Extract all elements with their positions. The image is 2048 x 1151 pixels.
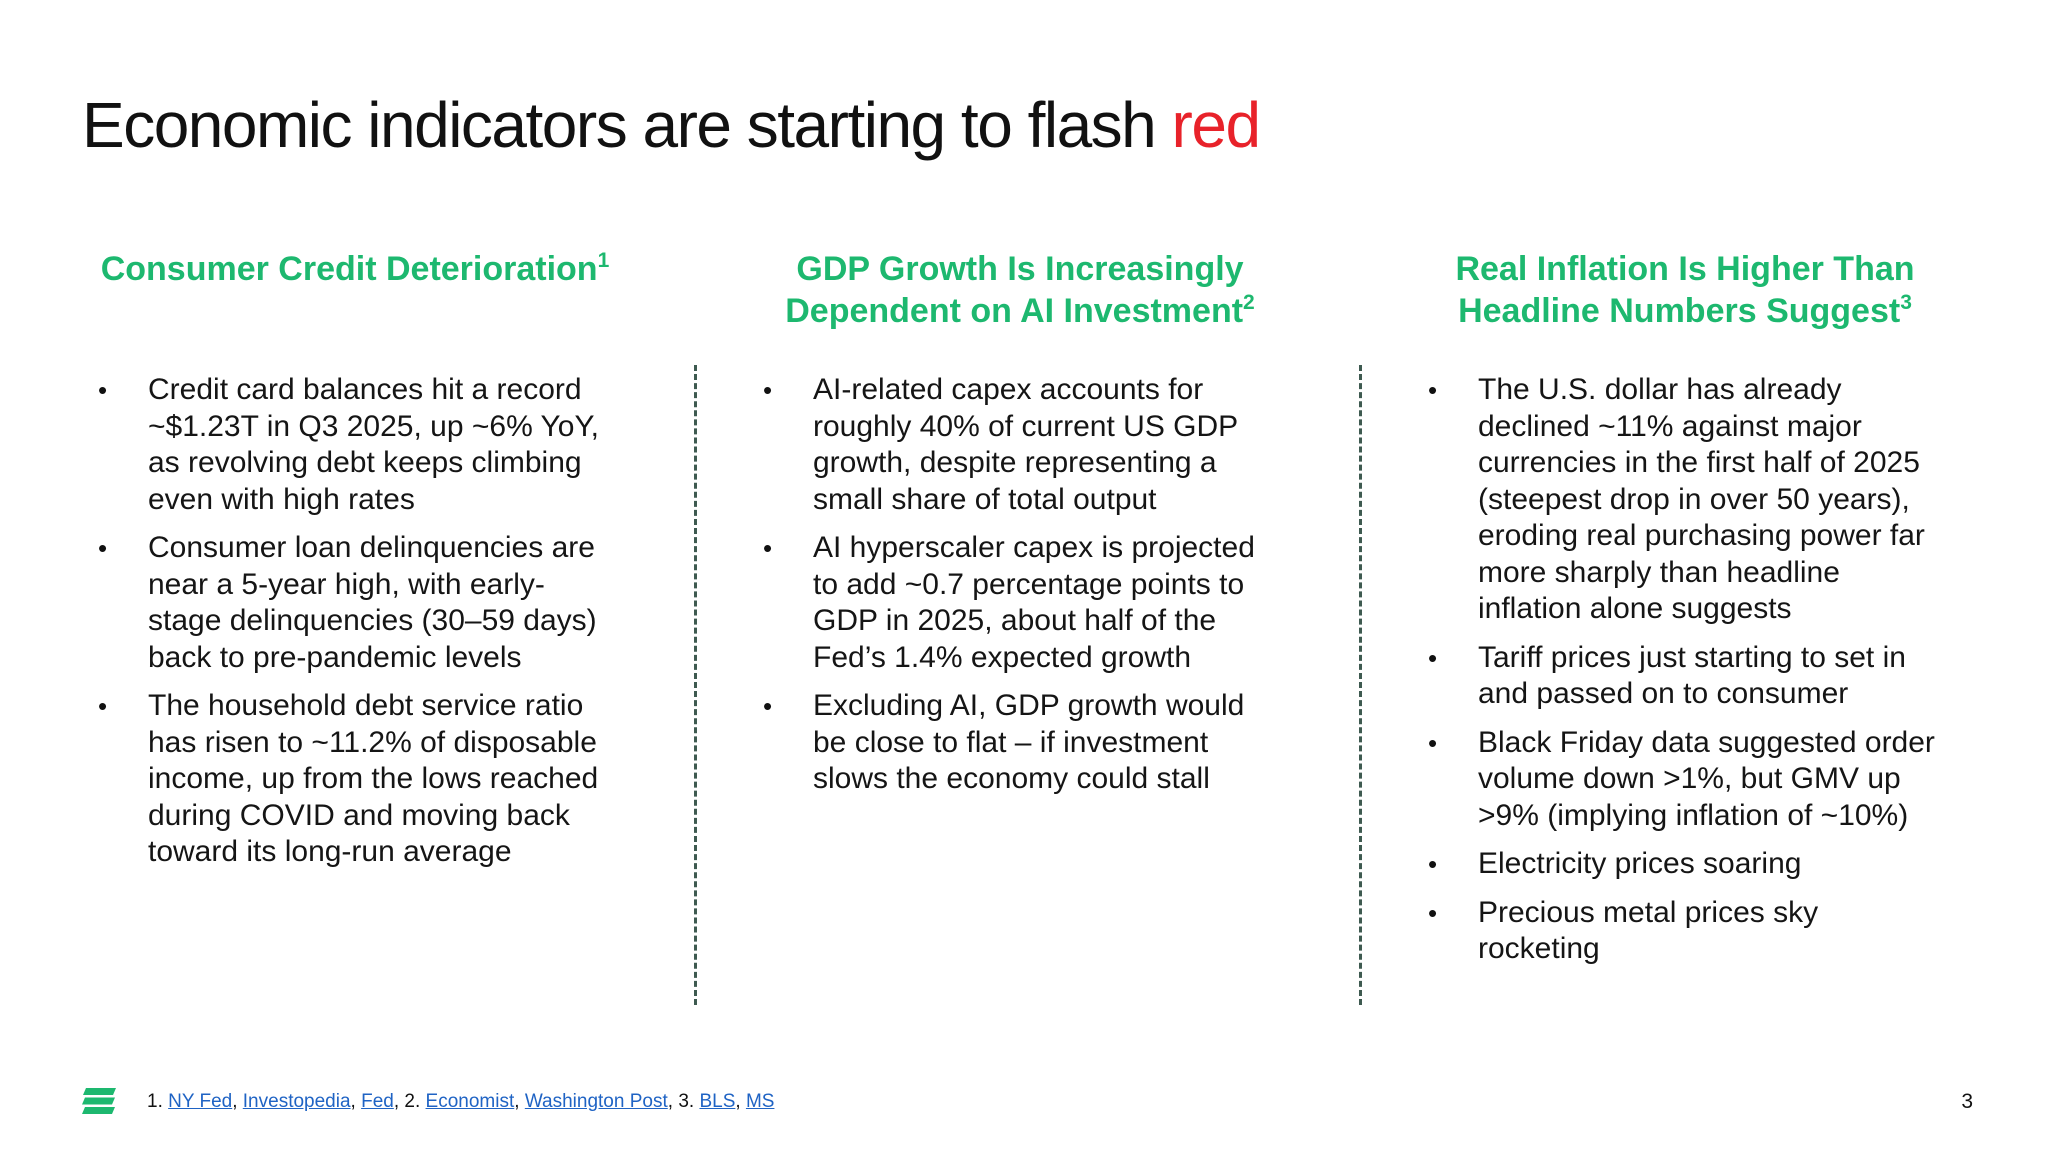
slide-title: Economic indicators are starting to flas… [82,88,1262,162]
bullet-item: • Consumer loan delinquencies are near a … [98,531,597,674]
bullet-list: • AI-related capex accounts for roughly 4… [760,372,1280,798]
column-divider [1359,365,1362,1005]
bullet-item: • The U.S. dollar has already declined ~1… [1428,373,1925,625]
bullet-item: • The household debt service ratio has ri… [98,689,599,868]
bullet-dot-icon: • [1428,375,1438,405]
bullet-item: • Credit card balances hit a record ~$1.2… [98,373,599,516]
page-number: 3 [1961,1090,1973,1113]
bullet-dot-icon: • [1428,727,1438,758]
bullet-dot-icon: • [1428,849,1438,879]
brand-logo-icon [82,1088,116,1114]
bullet-dot-icon: • [1428,642,1438,673]
title-main: Economic indicators are starting to flas… [82,89,1172,161]
column-heading: GDP Growth Is Increasingly Dependent on … [785,250,1255,330]
bullet-dot-icon: • [98,533,108,563]
bullet-item: • AI-related capex accounts for roughly 4… [763,373,1238,516]
source-link-fed[interactable]: Fed [361,1091,394,1112]
source-link-washington-post[interactable]: Washington Post [524,1091,668,1112]
bullet-item: • Tariff prices just starting to set in a… [1428,640,1906,711]
bullet-dot-icon: • [763,533,773,563]
bullet-item: • AI hyperscaler capex is projected to ad… [763,531,1255,674]
column-divider [694,365,697,1005]
bullet-dot-icon: • [98,691,108,721]
column-heading: Real Inflation Is Higher Than Headline N… [1455,250,1915,330]
bullet-dot-icon: • [763,691,773,721]
source-link-investopedia[interactable]: Investopedia [242,1091,351,1112]
title-accent: red [1171,89,1262,161]
bullet-item: • Electricity prices soaring [1425,846,1945,883]
bullet-item: • Black Friday data suggested order volum… [1428,725,1935,832]
column-consumer-credit: Consumer Credit Deterioration1 • Credit c… [95,248,615,883]
source-link-economist[interactable]: Economist [425,1091,515,1112]
bullet-list: • The U.S. dollar has already declined ~1… [1425,372,1945,968]
bullet-list: • Credit card balances hit a record ~$1.2… [95,372,615,871]
source-link-bls[interactable]: BLS [699,1091,736,1112]
source-link-ny-fed[interactable]: NY Fed [168,1091,233,1112]
bullet-item: • Precious metal prices sky rocketing [1428,895,1819,966]
bullet-dot-icon: • [1428,897,1438,928]
bullet-dot-icon: • [763,375,773,405]
column-heading: Consumer Credit Deterioration1 [100,249,610,288]
footnote-marker: 2 [1243,291,1255,314]
source-link-ms[interactable]: MS [745,1091,775,1112]
bullet-item: • Excluding AI, GDP growth would be close… [763,689,1245,795]
footnote-marker: 3 [1900,291,1912,314]
footnote-marker: 1 [597,249,610,272]
bullet-dot-icon: • [98,375,108,405]
column-gdp-growth: GDP Growth Is Increasingly Dependent on … [760,248,1280,810]
column-real-inflation: Real Inflation Is Higher Than Headline N… [1425,248,1945,980]
footnotes: 1. NY Fed, Investopedia, Fed, 2. Economi… [147,1091,775,1112]
